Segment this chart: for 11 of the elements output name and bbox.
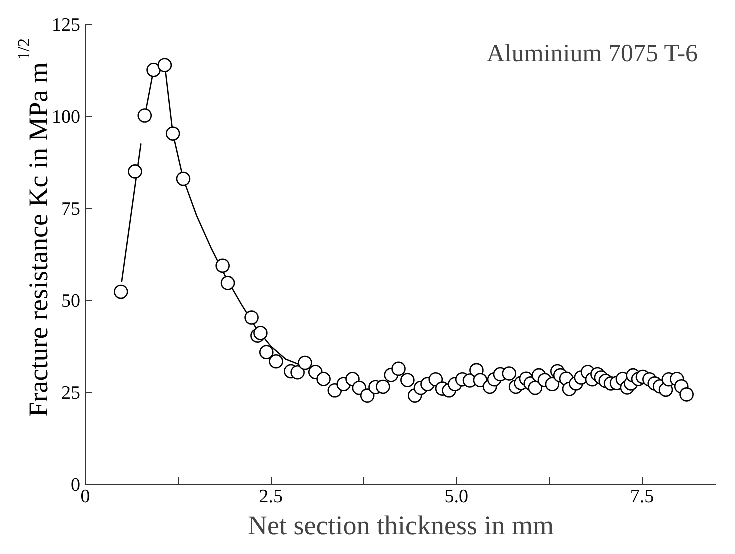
x-tick-label: 2.5 <box>259 486 283 508</box>
x-axis-title: Net section thickness in mm <box>248 510 554 540</box>
x-tick-label: 7.5 <box>630 486 654 508</box>
annotation: Aluminium 7075 T-6 <box>486 40 698 68</box>
y-tick-label: 125 <box>52 15 80 36</box>
y-axis-title: Fracture resistance Kc in MPa m1/2 <box>14 38 54 418</box>
y-tick-label: 75 <box>62 199 80 220</box>
y-tick-label: 25 <box>62 383 80 404</box>
y-tick-label: 100 <box>52 107 80 128</box>
y-tick-label: 50 <box>62 291 80 312</box>
text: 5.0 <box>444 486 469 508</box>
